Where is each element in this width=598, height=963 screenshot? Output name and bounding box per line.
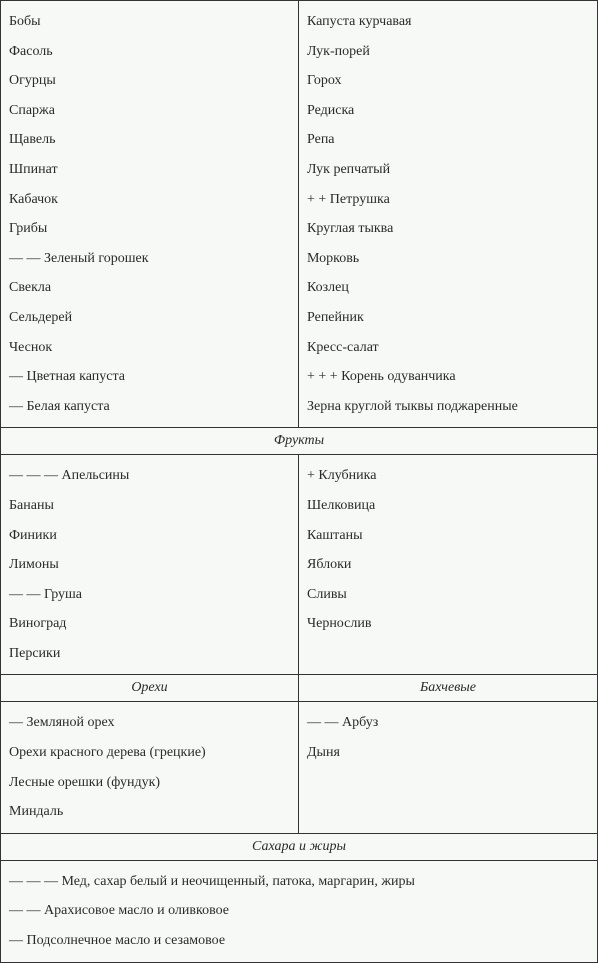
list-item: — — Арахисовое масло и оливковое [9,896,589,926]
list-item: Кабачок [9,185,290,215]
list-item: Лимоны [9,550,290,580]
list-item: Миндаль [9,797,290,827]
fruits-section: — — — АпельсиныБананыФиникиЛимоны— — Гру… [1,455,597,674]
list-item: — — — Мед, сахар белый и неочищенный, па… [9,867,589,897]
list-item: Свекла [9,273,290,303]
list-item: Круглая тыква [307,214,589,244]
list-item: Редиска [307,96,589,126]
list-item: Чеснок [9,333,290,363]
vegetables-left-col: БобыФасольОгурцыСпаржаЩавельШпинатКабачо… [1,1,299,427]
list-item: — Белая капуста [9,392,290,422]
list-item: — Подсолнечное масло и сезамовое [9,926,589,956]
sugars-fats-header: Сахара и жиры [1,833,597,861]
list-item: Кресс-салат [307,333,589,363]
nuts-melons-section: — Земляной орехОрехи красного дерева (гр… [1,702,597,832]
list-item: Каштаны [307,521,589,551]
list-item: Финики [9,521,290,551]
list-item: Яблоки [307,550,589,580]
list-item: Чернослив [307,609,589,639]
list-item: Капуста курчавая [307,7,589,37]
list-item: Огурцы [9,66,290,96]
fruits-right-col: + КлубникаШелковицаКаштаныЯблокиСливыЧер… [299,455,597,674]
list-item: Грибы [9,214,290,244]
melons-header: Бахчевые [299,675,597,701]
list-item: — Цветная капуста [9,362,290,392]
list-item: Спаржа [9,96,290,126]
list-item: Морковь [307,244,589,274]
nuts-melons-headers: Орехи Бахчевые [1,674,597,702]
list-item: Орехи красного дерева (грецкие) [9,738,290,768]
list-item: Персики [9,639,290,669]
list-item: Дыня [307,738,589,768]
list-item: Зерна круглой тыквы поджаренные [307,392,589,422]
list-item: Бананы [9,491,290,521]
nuts-col: — Земляной орехОрехи красного дерева (гр… [1,702,299,832]
list-item: Сельдерей [9,303,290,333]
fruits-left-col: — — — АпельсиныБананыФиникиЛимоны— — Гру… [1,455,299,674]
fruits-header: Фрукты [1,427,597,455]
list-item: — — — Апельсины [9,461,290,491]
list-item: + + Петрушка [307,185,589,215]
list-item: Виноград [9,609,290,639]
list-item: Козлец [307,273,589,303]
list-item: — — Зеленый горошек [9,244,290,274]
list-item: Щавель [9,125,290,155]
list-item: Лук репчатый [307,155,589,185]
vegetables-section: БобыФасольОгурцыСпаржаЩавельШпинатКабачо… [1,1,597,427]
list-item: Сливы [307,580,589,610]
list-item: Фасоль [9,37,290,67]
list-item: Лук-порей [307,37,589,67]
list-item: Репейник [307,303,589,333]
nuts-header: Орехи [1,675,299,701]
list-item: — — Груша [9,580,290,610]
vegetables-right-col: Капуста курчаваяЛук-порейГорохРедискаРеп… [299,1,597,427]
list-item: Горох [307,66,589,96]
list-item: Репа [307,125,589,155]
list-item: Шелковица [307,491,589,521]
melons-col: — — АрбузДыня [299,702,597,832]
food-table: БобыФасольОгурцыСпаржаЩавельШпинатКабачо… [0,0,598,963]
list-item: Лесные орешки (фундук) [9,768,290,798]
list-item: + Клубника [307,461,589,491]
list-item: Бобы [9,7,290,37]
sugars-fats-section: — — — Мед, сахар белый и неочищенный, па… [1,861,597,962]
list-item: — Земляной орех [9,708,290,738]
list-item: + + + Корень одуванчика [307,362,589,392]
list-item: — — Арбуз [307,708,589,738]
list-item: Шпинат [9,155,290,185]
